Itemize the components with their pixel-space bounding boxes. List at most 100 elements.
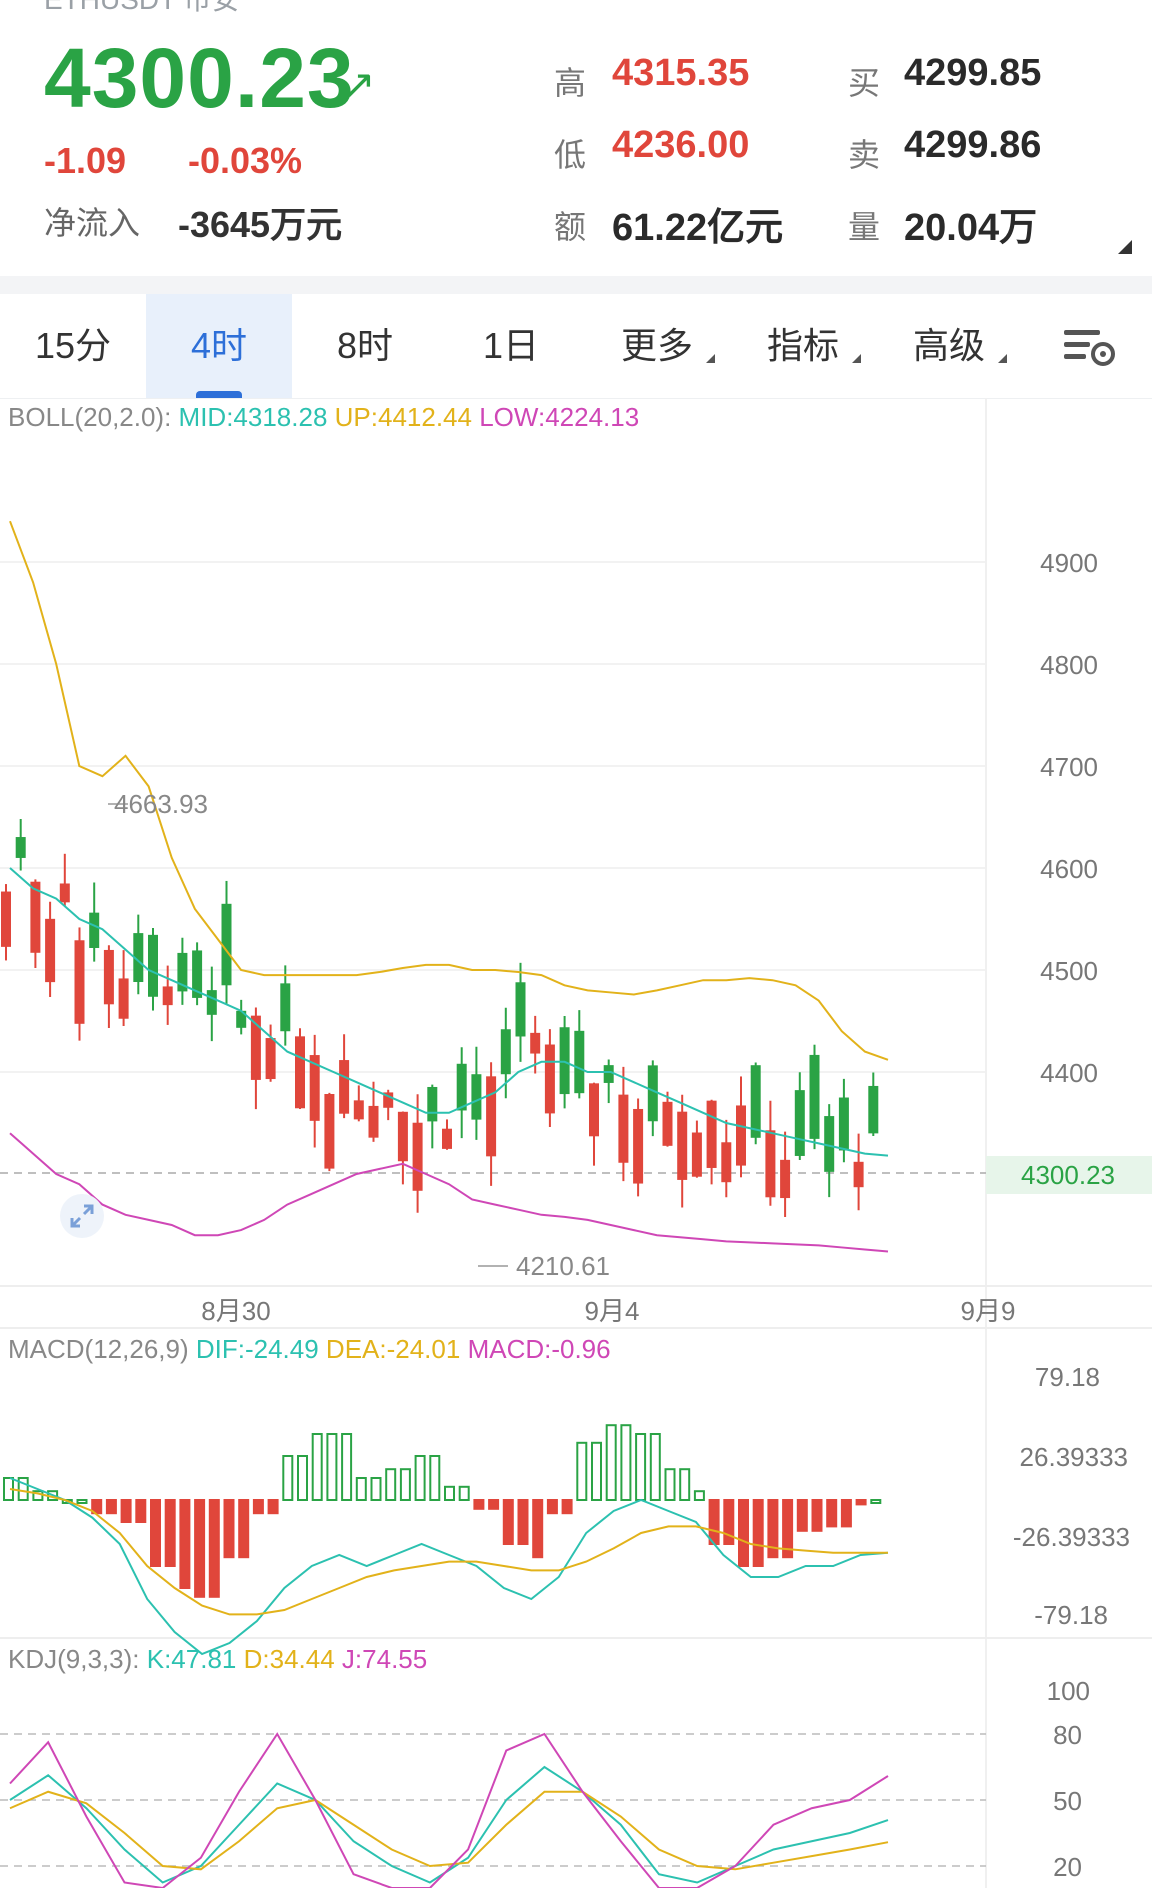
price-tick-4800: 4800 (1040, 650, 1098, 680)
macd-bar (708, 1499, 720, 1545)
low-label: 低 (554, 137, 587, 173)
price-tick-4700: 4700 (1040, 752, 1098, 782)
tab-8h[interactable]: 8时 (292, 294, 438, 398)
period-tab-bar: 15分 4时 8时 1日 更多 指标 高级 (0, 294, 1152, 399)
symbol-title: ETHUSDT 币安 (44, 0, 240, 18)
macd-bar (311, 1433, 323, 1501)
price-tick-4500: 4500 (1040, 956, 1098, 986)
tab-label: 15分 (34, 325, 112, 366)
macd-bar (488, 1499, 500, 1510)
candle-body (368, 1105, 379, 1138)
tab-more[interactable]: 更多 (584, 294, 730, 398)
ask-label: 卖 (848, 137, 881, 173)
macd-bar (179, 1499, 191, 1589)
tab-1d[interactable]: 1日 (438, 294, 584, 398)
expand-corner-icon[interactable] (1118, 240, 1132, 254)
kdj-d-line (9, 1790, 889, 1871)
macd-bar (826, 1499, 838, 1528)
date-tick-0904: 9月4 (585, 1296, 640, 1326)
macd-bar (458, 1485, 470, 1502)
macd-bar (414, 1455, 426, 1501)
amount-label: 额 (554, 209, 587, 245)
boll-mid-value: MID:4318.28 (178, 402, 328, 432)
macd-bar (444, 1485, 455, 1502)
candle-body (736, 1105, 746, 1166)
macd-bar (782, 1499, 794, 1559)
macd-bar (561, 1499, 573, 1515)
candle-body (706, 1100, 717, 1168)
boll-low-value: LOW:4224.13 (479, 402, 640, 432)
macd-dea-value: DEA:-24.01 (325, 1334, 461, 1364)
price-change: -1.09 (44, 140, 127, 181)
macd-bar (796, 1499, 808, 1532)
candle-body (765, 1130, 776, 1198)
chart-grid (0, 398, 1152, 1888)
candle-body (530, 1032, 541, 1054)
candle-body (45, 918, 56, 983)
candle-body (192, 950, 203, 998)
macd-bar (649, 1433, 661, 1501)
macd-tick-upper: 26.39333 (1020, 1442, 1128, 1472)
candle-body (1, 891, 11, 947)
chart-settings-icon[interactable] (1058, 322, 1118, 372)
boll-up-value: UP:4412.44 (334, 402, 472, 432)
candle-body (809, 1054, 820, 1139)
candle-body (74, 940, 85, 1024)
macd-histogram (3, 1424, 882, 1598)
candle-body (206, 990, 217, 1015)
kdj-j-value: J:74.55 (341, 1644, 428, 1674)
high-marker: 4663.93 (114, 789, 208, 819)
trend-arrow-icon: ↗ (342, 63, 376, 107)
boll-mid-line (9, 867, 889, 1157)
macd-bar (693, 1490, 705, 1501)
tab-label: 4时 (190, 325, 248, 366)
candle-body (471, 1074, 482, 1120)
tab-indicators[interactable]: 指标 (730, 294, 876, 398)
tab-label: 高级 (912, 325, 985, 366)
kdj-tick-80: 80 (1053, 1720, 1082, 1750)
bid-label: 买 (848, 65, 881, 101)
dropdown-corner-icon (706, 354, 715, 363)
candle-body (589, 1083, 599, 1137)
candle-body (574, 1030, 585, 1094)
macd-dea-line (9, 1488, 888, 1616)
amount-value: 61.22亿元 (612, 207, 784, 249)
axis-labels: 4900 4800 4700 4600 4500 4400 4300.23 46… (108, 548, 1152, 1882)
kdj-tick-20: 20 (1053, 1852, 1082, 1882)
price-change-pct: -0.03% (188, 140, 303, 181)
volume-label: 量 (848, 209, 881, 245)
candle-body (236, 1010, 247, 1028)
macd-bar (194, 1499, 206, 1598)
net-flow-label: 净流入 (44, 205, 141, 241)
macd-bar (17, 1477, 29, 1501)
candle-body (633, 1108, 644, 1184)
candle-body (603, 1065, 614, 1083)
candle-body (353, 1100, 364, 1120)
macd-bar (355, 1477, 367, 1501)
macd-bar (326, 1433, 338, 1501)
price-tick-4900: 4900 (1040, 548, 1098, 578)
macd-bar (605, 1424, 617, 1501)
tab-4h[interactable]: 4时 (146, 294, 292, 398)
price-tick-4600: 4600 (1040, 854, 1098, 884)
candle-body (148, 934, 158, 997)
macd-bar (767, 1499, 779, 1559)
kdj-d-value: D:34.44 (243, 1644, 335, 1674)
fullscreen-toggle-icon[interactable] (60, 1194, 104, 1238)
macd-bar (297, 1455, 308, 1501)
current-price-tag-bg (986, 1156, 1152, 1194)
macd-bar (635, 1433, 647, 1501)
candle-body (324, 1094, 335, 1169)
tab-15min[interactable]: 15分 (0, 294, 146, 398)
macd-bar (76, 1499, 88, 1504)
dropdown-corner-icon (998, 354, 1007, 363)
candle-body (868, 1085, 879, 1134)
kdj-j-line (9, 1732, 889, 1888)
candle-body (647, 1065, 658, 1122)
candle-body (750, 1065, 761, 1138)
macd-bar (223, 1499, 235, 1559)
tab-advanced[interactable]: 高级 (876, 294, 1022, 398)
macd-bar (620, 1424, 632, 1501)
macd-tick-top: 79.18 (1035, 1362, 1100, 1392)
